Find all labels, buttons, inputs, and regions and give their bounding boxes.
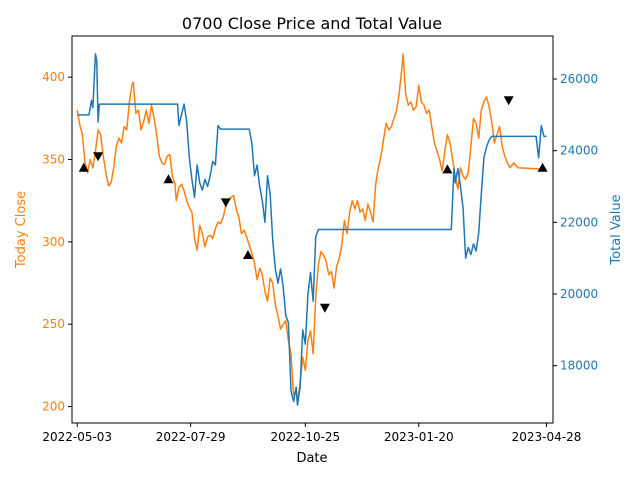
right-y-tick-label: 20000 (560, 287, 598, 301)
left-y-axis-label: Today Close (14, 191, 29, 269)
x-tick-label: 2023-04-28 (512, 430, 582, 444)
x-axis-label: Date (296, 451, 327, 466)
buy-signal-marker (537, 162, 548, 172)
series-line-total-value (77, 53, 547, 406)
left-y-tick-label: 350 (42, 153, 65, 167)
x-tick-label: 2022-10-25 (270, 430, 340, 444)
buy-signal-marker (442, 164, 453, 174)
buy-signal-marker (242, 250, 253, 260)
right-y-axis-label: Total Value (609, 194, 624, 265)
right-y-tick-label: 22000 (560, 215, 598, 229)
x-tick-label: 2023-01-20 (384, 430, 454, 444)
sell-signal-marker (503, 96, 514, 106)
left-y-tick-label: 200 (42, 400, 65, 414)
sell-signal-marker (220, 198, 231, 208)
x-tick-label: 2022-07-29 (156, 430, 226, 444)
buy-signal-marker (163, 174, 174, 184)
left-y-tick-label: 400 (42, 70, 65, 84)
chart-title: 0700 Close Price and Total Value (182, 14, 442, 33)
sell-signal-marker (319, 303, 330, 313)
right-y-tick-label: 24000 (560, 144, 598, 158)
left-y-tick-label: 250 (42, 317, 65, 331)
buy-signal-marker (78, 162, 89, 172)
x-tick-label: 2022-05-03 (42, 430, 112, 444)
left-y-tick-label: 300 (42, 235, 65, 249)
right-y-tick-label: 26000 (560, 72, 598, 86)
axes-layer: 2022-05-03 2022-07-29 2022-10-25 2023-01-20… (42, 70, 598, 444)
sell-signal-marker (93, 152, 104, 162)
plot-area (76, 53, 548, 406)
right-y-tick-label: 18000 (560, 359, 598, 373)
